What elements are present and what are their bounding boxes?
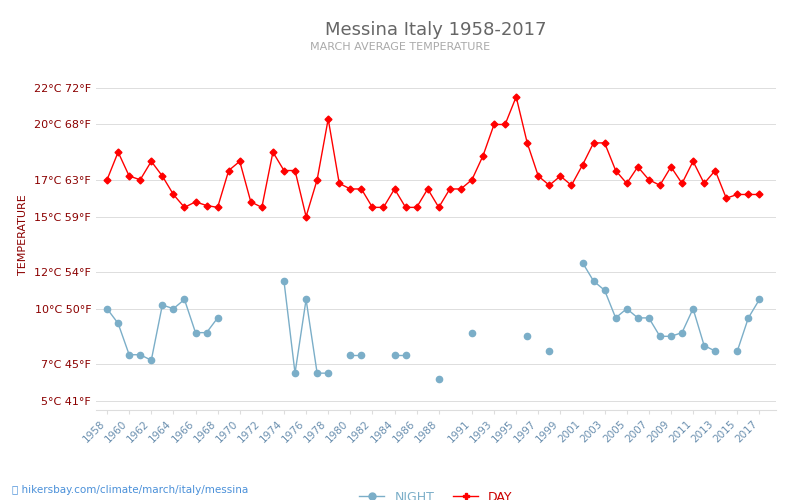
Text: MARCH AVERAGE TEMPERATURE: MARCH AVERAGE TEMPERATURE xyxy=(310,42,490,52)
Legend: NIGHT, DAY: NIGHT, DAY xyxy=(354,486,518,500)
Title: Messina Italy 1958-2017: Messina Italy 1958-2017 xyxy=(326,21,546,39)
Y-axis label: TEMPERATURE: TEMPERATURE xyxy=(18,194,29,276)
Text: 📍 hikersbay.com/climate/march/italy/messina: 📍 hikersbay.com/climate/march/italy/mess… xyxy=(12,485,248,495)
